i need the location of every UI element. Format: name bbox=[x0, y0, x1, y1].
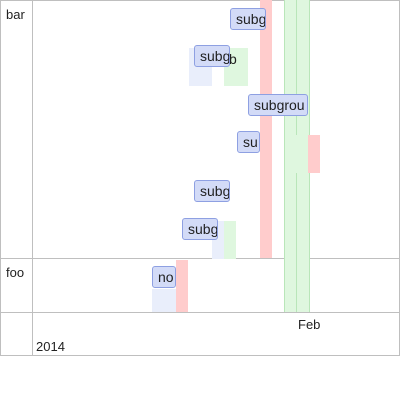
range-green-b bbox=[296, 135, 308, 173]
timeline-item[interactable]: subg bbox=[182, 218, 218, 240]
group-label-foo: foo bbox=[6, 265, 25, 280]
group-column-separator bbox=[32, 0, 33, 356]
timeline-item-text-fragment: b bbox=[229, 51, 237, 67]
timeline-item[interactable]: subg bbox=[194, 45, 230, 67]
row-separator-foo-axis bbox=[0, 312, 400, 313]
band-red-vertical bbox=[260, 0, 272, 258]
timeline-item[interactable]: no bbox=[152, 266, 176, 288]
range-red-a bbox=[308, 135, 320, 173]
timeline-item[interactable]: subg bbox=[230, 8, 266, 30]
timeline-item[interactable]: su bbox=[237, 131, 260, 153]
bottom-border bbox=[0, 355, 400, 356]
group-label-bar: bar bbox=[6, 7, 25, 22]
axis-minor-label: Feb bbox=[298, 317, 321, 332]
axis-major-label: 2014 bbox=[36, 339, 65, 354]
range-red-b bbox=[176, 260, 188, 312]
timeline-frame: bar foo subg subg b subgrou su subg subg… bbox=[0, 0, 400, 356]
row-separator-bar-foo bbox=[0, 258, 400, 259]
timeline-item[interactable]: subgrou bbox=[248, 94, 308, 116]
range-lightblue-c bbox=[152, 289, 176, 312]
left-border bbox=[0, 0, 1, 356]
top-border bbox=[0, 0, 400, 1]
timeline-item[interactable]: subg bbox=[194, 180, 230, 202]
range-green-c bbox=[224, 221, 236, 259]
